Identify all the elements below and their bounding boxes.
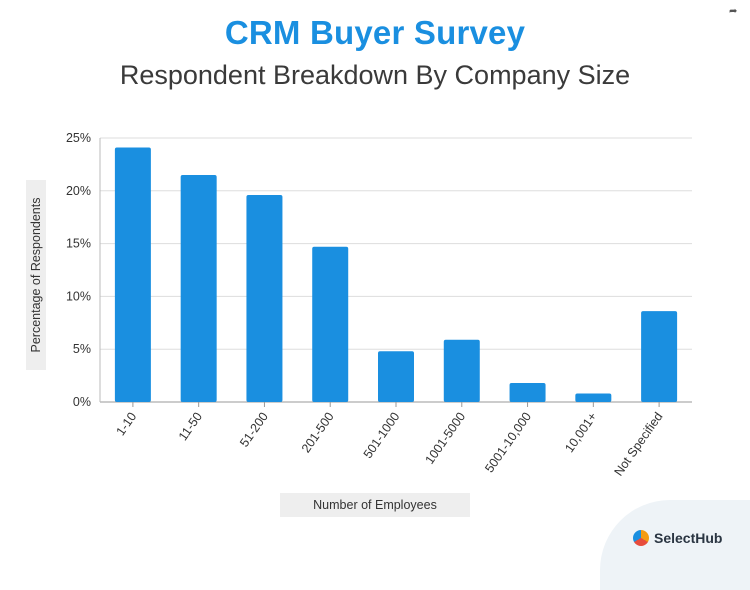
- x-axis-label: Number of Employees: [313, 498, 437, 512]
- brand-name: SelectHub: [654, 530, 723, 546]
- x-tick-label: 51-200: [237, 410, 271, 450]
- x-tick-label: Not Specified: [611, 410, 665, 479]
- bar: [575, 393, 612, 402]
- bar: [180, 174, 217, 402]
- bar: [378, 351, 414, 402]
- x-tick-label: 201-500: [299, 410, 337, 456]
- x-tick-label: 1001-5000: [422, 410, 468, 467]
- chart-subtitle: Respondent Breakdown By Company Size: [119, 60, 631, 90]
- bar-chart: 0% 5% 10% 15% 20% 25% 1-10 11-50 51-200 201-500 50…: [66, 131, 692, 479]
- y-axis-label-background: [26, 180, 46, 370]
- selecthub-logo-icon: [633, 530, 649, 546]
- x-tick-label: 10,001+: [562, 410, 600, 455]
- bar: [641, 311, 678, 402]
- brand-logo: SelectHub: [633, 530, 722, 546]
- y-tick-label: 25%: [66, 131, 91, 145]
- x-tick-label: 1-10: [114, 410, 140, 439]
- y-tick-label: 10%: [66, 289, 91, 303]
- x-tick-label: 501-1000: [361, 410, 403, 461]
- x-tick-label: 5001-10,000: [482, 410, 534, 476]
- y-tick-label: 15%: [66, 237, 91, 251]
- bar: [443, 339, 480, 402]
- bar: [246, 195, 283, 402]
- y-tick-label: 20%: [66, 184, 91, 198]
- corner-arrow-icon: ➦: [729, 6, 738, 17]
- y-tick-label: 5%: [73, 342, 91, 356]
- y-tick-label: 0%: [73, 395, 91, 409]
- chart-title: CRM Buyer Survey: [224, 14, 526, 51]
- x-axis-label-background: [280, 493, 470, 517]
- bar: [312, 246, 349, 402]
- bar: [114, 147, 151, 402]
- bar: [509, 382, 546, 402]
- x-tick-label: 11-50: [176, 410, 205, 443]
